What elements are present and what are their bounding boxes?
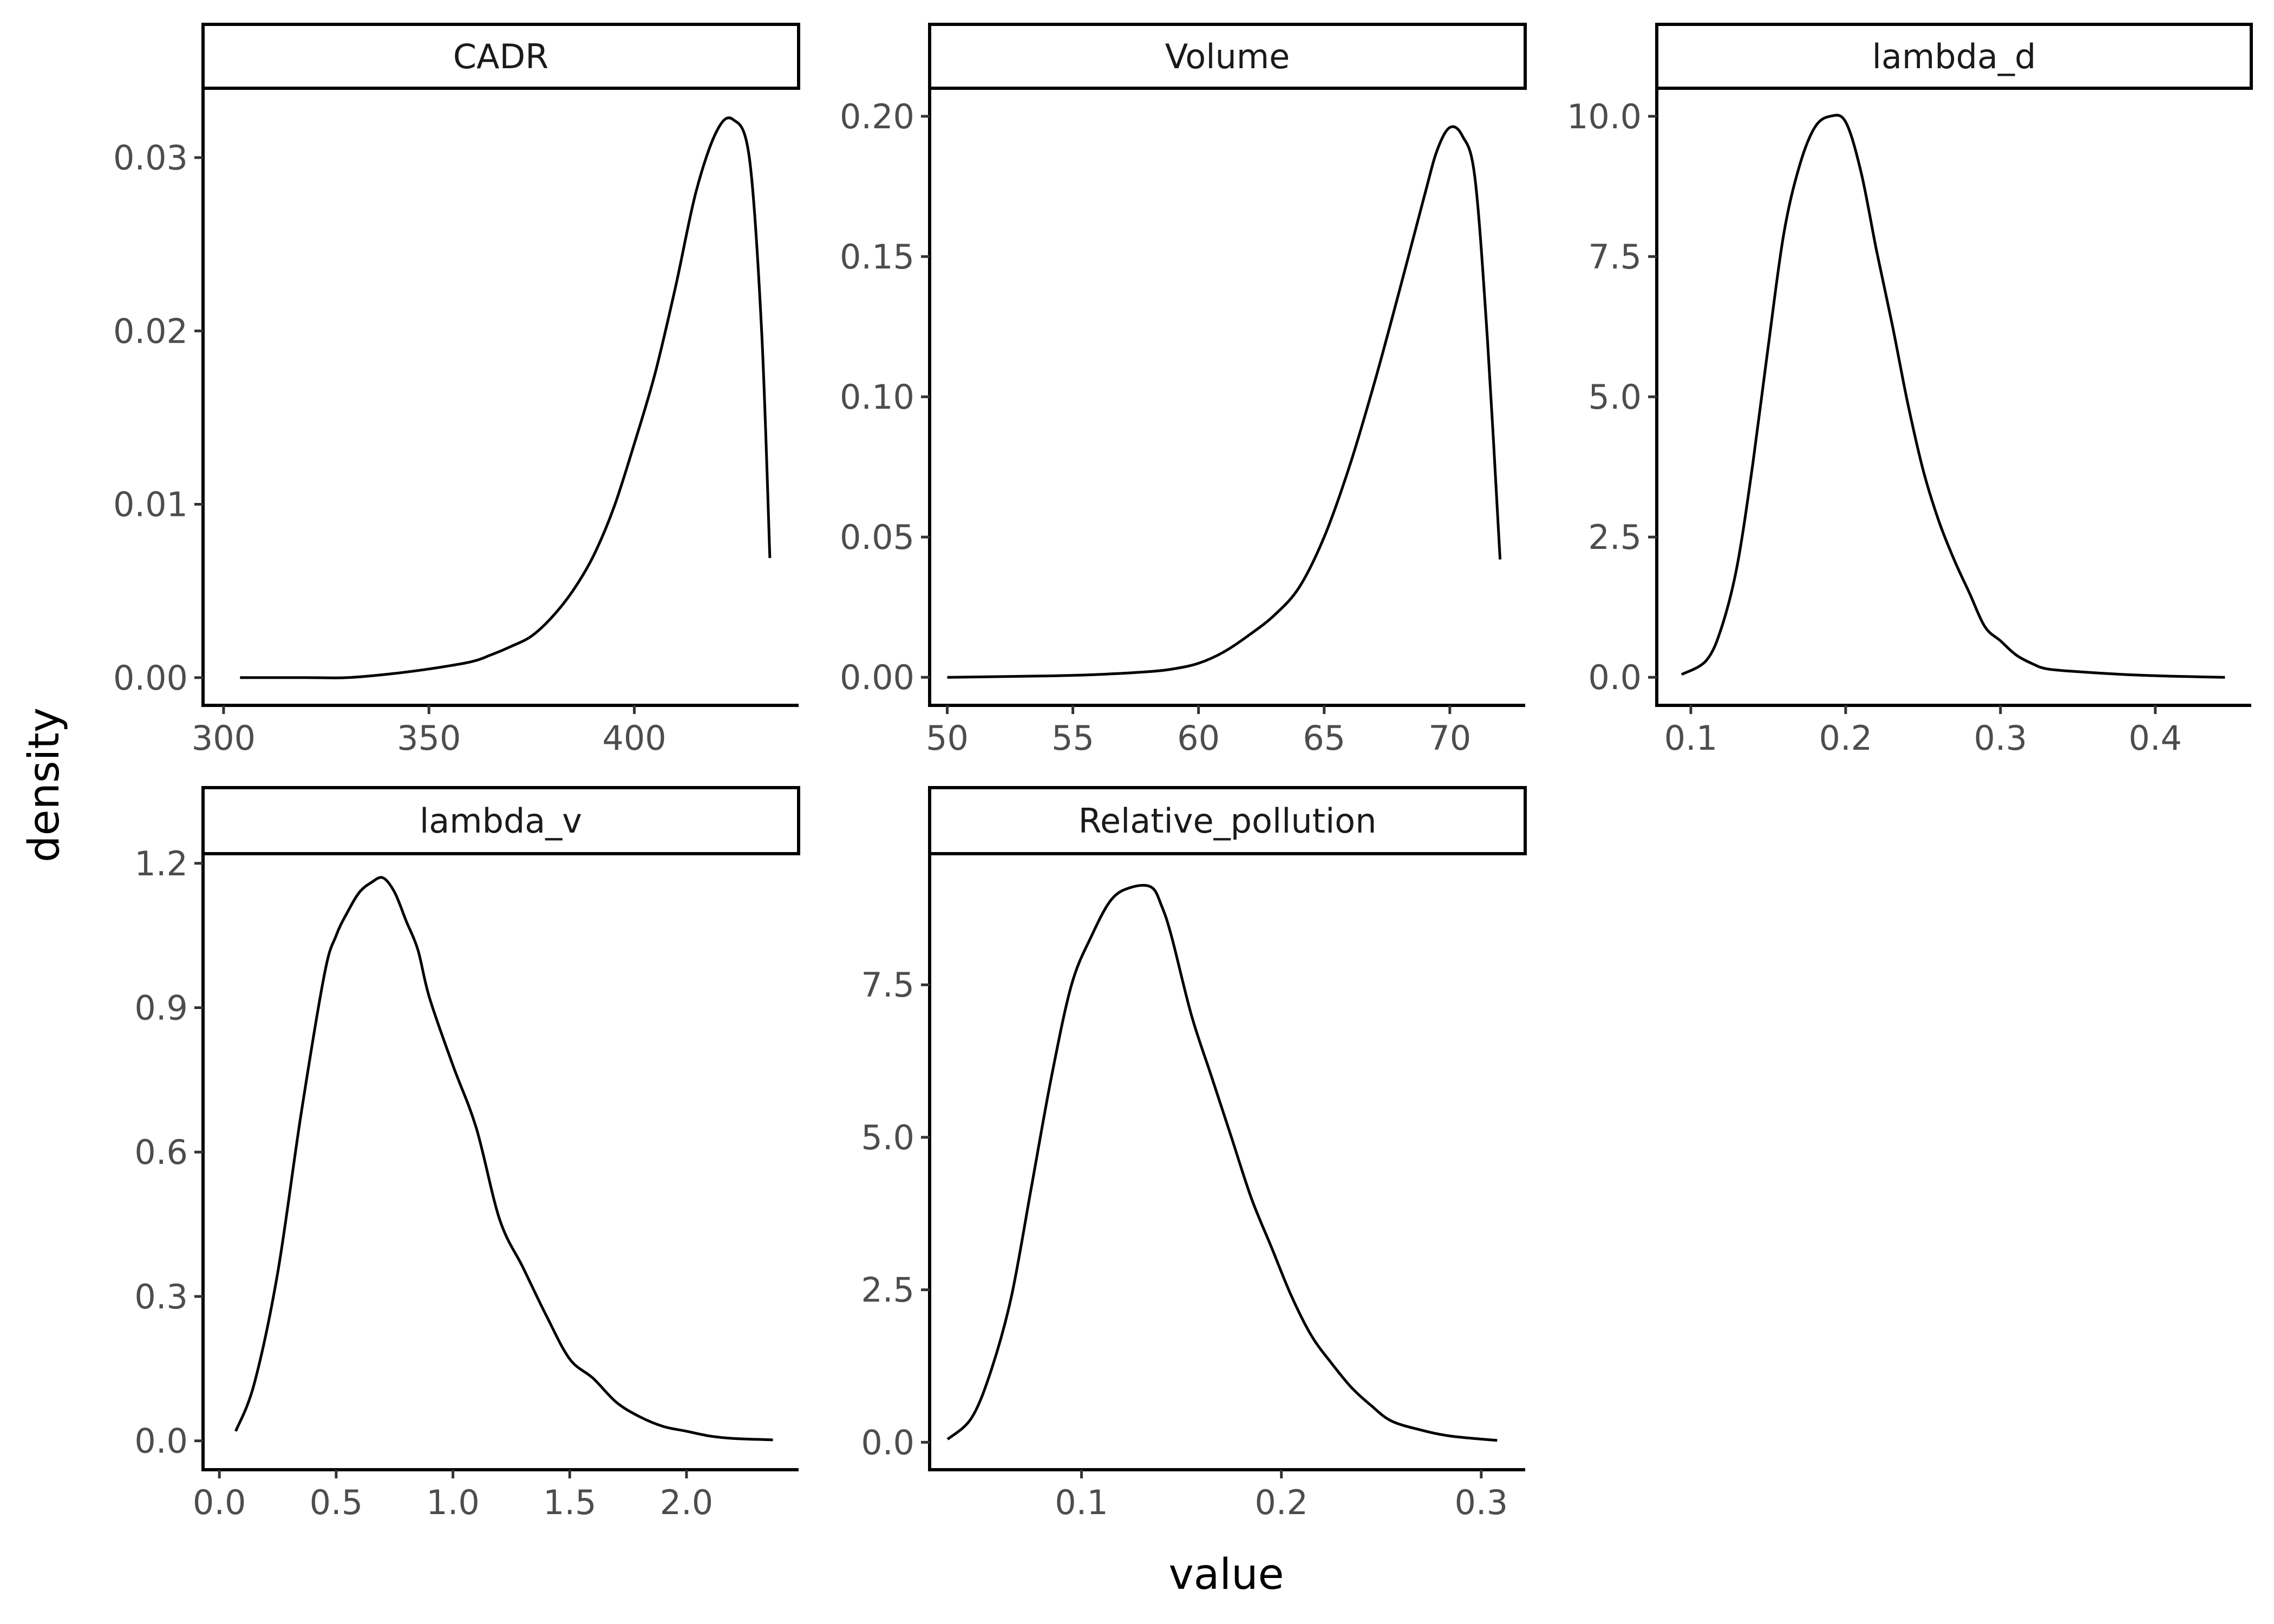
- facet-strip: [1655, 23, 2253, 90]
- facet-strip: [201, 786, 800, 855]
- density-curve: [946, 883, 1498, 1442]
- x-tick-label: 350: [397, 718, 461, 758]
- x-tick-label: 0.3: [1974, 718, 2027, 758]
- y-tick-label: 2.5: [1588, 518, 1642, 557]
- y-tick-label: 7.5: [1588, 237, 1642, 277]
- x-axis-title: value: [1168, 1550, 1284, 1599]
- y-tick-label: 10.0: [1567, 97, 1642, 136]
- facet-panel: lambda_d 0.0 2.5 5.0 7.5 10.0 0.1 0.2 0.3 0.4: [1567, 23, 2253, 758]
- density-curve: [240, 116, 772, 679]
- facet-strip: [201, 23, 800, 90]
- y-tick-label: 0.3: [134, 1277, 188, 1317]
- x-tick-label: 0.5: [310, 1483, 363, 1522]
- facet-strip-label: lambda_d: [1872, 37, 2036, 76]
- facet-strip-label: Relative_pollution: [1079, 801, 1377, 841]
- y-tick-label: 0.15: [840, 237, 914, 277]
- density-curve: [947, 125, 1502, 679]
- y-tick-label: 5.0: [861, 1118, 914, 1157]
- x-tick-label: 0.1: [1055, 1483, 1108, 1522]
- density-curve: [234, 876, 773, 1442]
- facet-panel: Relative_pollution 0.0 2.5 5.0 7.5 0.1 0.2 0.3: [861, 786, 1527, 1522]
- x-tick-label: 300: [192, 718, 256, 758]
- y-tick-label: 0.9: [134, 988, 188, 1028]
- y-tick-label: 0.0: [1588, 658, 1642, 697]
- x-tick-label: 0.0: [193, 1483, 246, 1522]
- y-axis-title: density: [20, 708, 69, 862]
- y-tick-label: 2.5: [861, 1271, 914, 1310]
- x-tick-label: 0.2: [1254, 1483, 1308, 1522]
- density-curve: [1681, 114, 2225, 679]
- x-tick-label: 55: [1051, 718, 1094, 758]
- y-tick-label: 7.5: [861, 965, 914, 1005]
- x-tick-label: 2.0: [660, 1483, 714, 1522]
- y-tick-label: 0.00: [840, 658, 914, 697]
- x-tick-label: 70: [1428, 718, 1471, 758]
- x-tick-label: 0.1: [1664, 718, 1718, 758]
- x-tick-label: 1.5: [543, 1483, 597, 1522]
- facet-panel: Volume 0.00 0.05 0.10 0.15 0.20 50 55 60 65 70: [840, 23, 1527, 758]
- y-tick-label: 5.0: [1588, 377, 1642, 417]
- y-tick-label: 0.01: [113, 485, 188, 525]
- x-tick-label: 65: [1303, 718, 1345, 758]
- x-tick-label: 0.4: [2128, 718, 2182, 758]
- x-tick-label: 400: [602, 718, 666, 758]
- facet-strip-label: CADR: [453, 37, 549, 76]
- facet-panel: lambda_v 0.0 0.3 0.6 0.9 1.2 0.0 0.5 1.0 1.5 2.0: [134, 786, 800, 1522]
- y-tick-label: 0.20: [840, 97, 914, 136]
- y-tick-label: 0.02: [113, 311, 188, 351]
- x-tick-label: 0.2: [1819, 718, 1873, 758]
- y-tick-label: 1.2: [134, 844, 188, 883]
- y-tick-label: 0.05: [840, 518, 914, 557]
- x-tick-label: 1.0: [426, 1483, 480, 1522]
- y-tick-label: 0.0: [134, 1422, 188, 1461]
- y-tick-label: 0.6: [134, 1132, 188, 1172]
- y-tick-label: 0.00: [113, 658, 188, 698]
- y-tick-label: 0.03: [113, 138, 188, 178]
- facet-panels: CADR 0.00 0.01 0.02 0.03 300 350 400 Volume 0.00 0…: [113, 23, 2253, 1522]
- x-tick-label: 60: [1177, 718, 1220, 758]
- facet-strip: [928, 786, 1527, 855]
- x-tick-label: 50: [926, 718, 969, 758]
- facet-strip-label: lambda_v: [420, 801, 582, 841]
- y-tick-label: 0.0: [861, 1423, 914, 1462]
- facet-strip: [928, 23, 1527, 90]
- facet-panel: CADR 0.00 0.01 0.02 0.03 300 350 400: [113, 23, 800, 758]
- facet-strip-label: Volume: [1165, 37, 1290, 76]
- x-tick-label: 0.3: [1454, 1483, 1508, 1522]
- y-tick-label: 0.10: [840, 377, 914, 417]
